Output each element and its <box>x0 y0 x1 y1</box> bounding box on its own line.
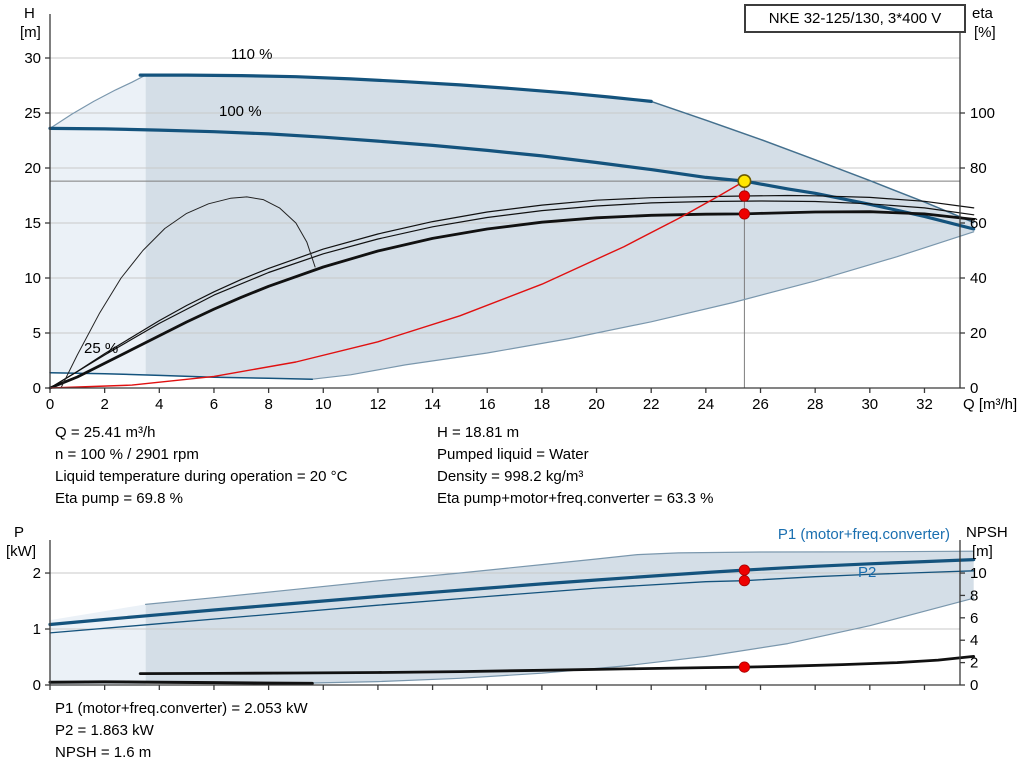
max-power-boundary <box>650 100 975 224</box>
eta-total-marker <box>738 208 751 220</box>
h-axis-unit: [m] <box>20 24 41 41</box>
duty-point-marker <box>737 174 752 189</box>
npsh-curve <box>138 655 976 675</box>
eta-axis-symbol: eta <box>972 5 993 22</box>
power-envelope-bottom-boundary <box>311 597 975 684</box>
duty-info-right-column: H = 18.81 m Pumped liquid = Water Densit… <box>437 422 713 510</box>
p2-25pct-curve <box>48 680 314 685</box>
speed-25pct-curve <box>49 372 314 380</box>
p-axis-symbol: P <box>14 524 25 541</box>
x-tick-label: 24 <box>698 396 715 413</box>
result-p1: P1 (motor+freq.converter) = 2.053 kW <box>55 700 308 717</box>
left-tick-label: 15 <box>24 215 41 232</box>
x-tick-label: 10 <box>315 396 332 413</box>
q-axis-label: Q [m³/h] <box>963 396 1018 413</box>
x-tick-label: 8 <box>264 396 272 413</box>
p1-marker <box>738 564 751 576</box>
curve-label-p2: P2 <box>858 564 877 581</box>
info-eta-total: Eta pump+motor+freq.converter = 63.3 % <box>437 490 714 507</box>
x-tick-label: 20 <box>588 396 605 413</box>
max-flow-boundary <box>311 231 975 380</box>
x-tick-label: 32 <box>916 396 933 413</box>
eta-reduced-speed-curve <box>60 196 316 389</box>
x-tick-label: 12 <box>370 396 387 413</box>
eta-pump-curve-thin-2 <box>49 200 975 389</box>
left-tick-label: 20 <box>24 160 41 177</box>
curve-label-100pct: 100 % <box>219 103 262 120</box>
operating-range-low-flow <box>50 75 146 375</box>
info-density: Density = 998.2 kg/m³ <box>437 468 584 485</box>
eta-pump-curve-thin-1 <box>49 194 975 389</box>
power-npsh-chart-group: 0 1 2 0 2 4 6 8 10 <box>33 540 987 694</box>
x-tick-label: 2 <box>100 396 108 413</box>
x-tick-label: 0 <box>46 396 54 413</box>
right-tick-label: 6 <box>970 610 978 627</box>
operating-range-main <box>145 75 974 380</box>
min-flow-boundary <box>49 74 147 129</box>
power-range-main <box>145 551 974 684</box>
right-tick-label: 40 <box>970 270 987 287</box>
h-axis-symbol: H <box>24 5 35 22</box>
left-tick-label: 30 <box>24 50 41 67</box>
info-eta-pump: Eta pump = 69.8 % <box>55 490 183 507</box>
x-tick-label: 26 <box>752 396 769 413</box>
curve-label-p1: P1 (motor+freq.converter) <box>777 526 950 543</box>
p1-curve <box>48 558 976 627</box>
curve-label-110pct: 110 % <box>231 46 273 63</box>
right-tick-label: 0 <box>970 380 978 397</box>
right-tick-label: 4 <box>970 632 978 649</box>
left-tick-label: 25 <box>24 105 41 122</box>
right-tick-label: 2 <box>970 655 978 672</box>
speed-100pct-curve <box>48 126 976 231</box>
npsh-marker <box>738 661 751 673</box>
eta-axis-unit: [%] <box>974 24 996 41</box>
left-tick-label: 0 <box>33 677 41 694</box>
p2-marker <box>738 575 751 587</box>
right-tick-label: 0 <box>970 677 978 694</box>
x-tick-label: 4 <box>155 396 163 413</box>
x-tick-label: 14 <box>424 396 441 413</box>
info-speed: n = 100 % / 2901 rpm <box>55 446 199 463</box>
control-curve-red <box>49 180 746 389</box>
x-tick-label: 6 <box>210 396 218 413</box>
left-tick-label: 10 <box>24 270 41 287</box>
x-tick-label: 16 <box>479 396 496 413</box>
left-tick-label: 5 <box>33 325 41 342</box>
right-tick-label: 100 <box>970 105 995 122</box>
speed-110pct-curve <box>138 73 653 103</box>
x-tick-label: 28 <box>807 396 824 413</box>
right-tick-label: 80 <box>970 160 987 177</box>
left-tick-label: 1 <box>33 621 41 638</box>
left-tick-label: 0 <box>33 380 41 397</box>
x-tick-label: 18 <box>534 396 551 413</box>
right-tick-label: 8 <box>970 587 978 604</box>
duty-info-left-column: Q = 25.41 m³/h n = 100 % / 2901 rpm Liqu… <box>55 422 347 510</box>
p-axis-unit: [kW] <box>6 543 36 560</box>
npsh-axis-symbol: NPSH <box>966 524 1008 541</box>
info-head: H = 18.81 m <box>437 424 520 441</box>
result-panel: P1 (motor+freq.converter) = 2.053 kW P2 … <box>55 698 308 764</box>
result-p2: P2 = 1.863 kW <box>55 722 154 739</box>
power-range-low-flow <box>50 604 146 685</box>
eta-pump-marker <box>738 190 751 202</box>
npsh-axis-unit: [m] <box>972 543 993 560</box>
x-tick-label: 22 <box>643 396 660 413</box>
right-tick-label: 20 <box>970 325 987 342</box>
result-npsh: NPSH = 1.6 m <box>55 744 152 761</box>
pump-model-box: NKE 32-125/130, 3*400 V <box>744 4 966 33</box>
info-flow: Q = 25.41 m³/h <box>55 424 156 441</box>
left-tick-label: 2 <box>33 565 41 582</box>
x-tick-label: 30 <box>861 396 878 413</box>
right-tick-label: 60 <box>970 215 987 232</box>
power-envelope-top-boundary <box>145 550 975 605</box>
eta-total-curve-thick <box>48 210 976 390</box>
info-pumped-liquid: Pumped liquid = Water <box>437 446 589 463</box>
curve-label-25pct: 25 % <box>84 340 119 357</box>
p2-curve <box>49 570 975 634</box>
info-liquid-temperature: Liquid temperature during operation = 20… <box>55 468 348 485</box>
right-tick-label: 10 <box>970 565 987 582</box>
